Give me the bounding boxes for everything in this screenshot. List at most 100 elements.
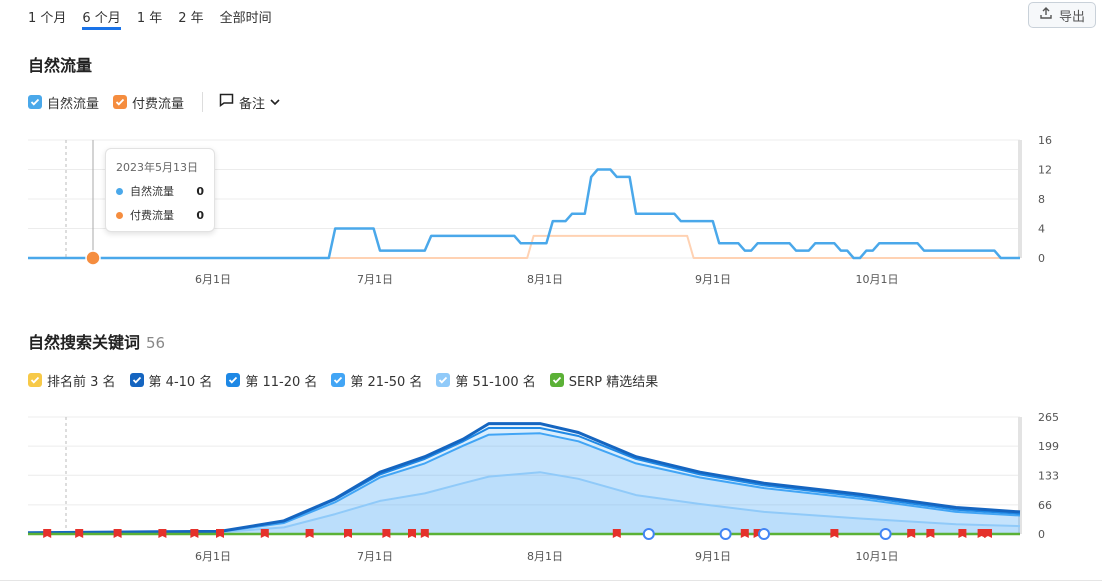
checkbox-icon[interactable]	[226, 373, 241, 387]
legend-4-10[interactable]: 第 4-10 名	[129, 371, 212, 390]
y-tick-label: 8	[1038, 193, 1045, 206]
flag-icon	[190, 529, 199, 538]
checkbox-icon[interactable]	[28, 95, 42, 109]
paid-traffic-line	[28, 234, 1020, 259]
keywords-chart: 0 66 133 199 265 6月1日 7月1日 8月1日 9月1日 10月1日	[27, 411, 1059, 563]
y-tick-label: 16	[1038, 134, 1052, 147]
flag-icon	[612, 529, 621, 538]
notes-dropdown[interactable]: 备注	[219, 93, 280, 112]
tooltip-row-organic: 自然流量 0	[116, 183, 204, 199]
scroll-edge	[1018, 140, 1022, 258]
comment-icon	[219, 93, 234, 111]
y-tick-label: 12	[1038, 164, 1052, 177]
x-tick-label: 7月1日	[357, 550, 393, 563]
x-tick-label: 9月1日	[695, 273, 731, 286]
flag-icon	[216, 529, 224, 538]
keywords-title-text: 自然搜索关键词	[28, 333, 141, 352]
google-icon	[758, 528, 770, 540]
keywords-count: 56	[146, 334, 166, 352]
keywords-legend: 排名前 3 名 第 4-10 名 第 11-20 名 第 21-50 名 第 5…	[28, 370, 672, 390]
divider	[202, 92, 204, 112]
rank-21-50-series-line	[27, 432, 1021, 535]
export-button[interactable]: 导出	[1028, 2, 1096, 28]
y-tick-label: 66	[1038, 499, 1052, 512]
rank-4-10-series-line	[27, 422, 1021, 535]
flag-icon	[43, 529, 52, 538]
checkbox-icon[interactable]	[549, 373, 564, 387]
legend-21-50[interactable]: 第 21-50 名	[331, 371, 422, 390]
rank-21-50-series-area	[28, 433, 1020, 534]
flag-icon	[420, 529, 429, 538]
flag-icon	[305, 529, 314, 538]
tab-1-month[interactable]: 1 个月	[28, 11, 67, 26]
tooltip-paid-value: 0	[196, 208, 204, 222]
legend-organic[interactable]: 自然流量	[28, 93, 99, 112]
google-icon	[719, 528, 732, 540]
tab-2-years[interactable]: 2 年	[178, 11, 204, 26]
x-tick-label: 8月1日	[527, 273, 563, 286]
legend-serp[interactable]: SERP 精选结果	[549, 371, 659, 390]
x-tick-label: 10月1日	[856, 550, 899, 563]
flag-icon	[113, 529, 122, 538]
y-tick-label: 0	[1038, 252, 1045, 265]
x-tick-label: 10月1日	[856, 273, 899, 286]
scroll-edge	[1018, 417, 1022, 534]
traffic-title: 自然流量	[28, 56, 93, 75]
rank-4-10-series-area	[28, 423, 1020, 534]
legend-top3[interactable]: 排名前 3 名	[28, 371, 116, 390]
tooltip-organic-label: 自然流量	[130, 185, 174, 198]
traffic-chart: 0 4 8 12 16 6月1日 7月1日 8月1日 9月1日 10月1日	[28, 134, 1052, 286]
y-tick-label: 4	[1038, 223, 1045, 236]
paid-dot	[116, 211, 123, 219]
tab-6-months[interactable]: 6 个月	[82, 4, 121, 30]
legend-paid[interactable]: 付费流量	[113, 93, 184, 112]
hover-point	[85, 250, 101, 266]
tooltip-organic-value: 0	[196, 184, 204, 198]
flag-icon	[344, 529, 352, 538]
rank-11-20-series-area	[28, 428, 1020, 534]
tab-1-year[interactable]: 1 年	[136, 11, 163, 26]
upload-icon	[1039, 6, 1053, 24]
legend-51-100[interactable]: 第 51-100 名	[436, 371, 536, 390]
checkbox-icon[interactable]	[331, 373, 346, 387]
flag-icon	[907, 529, 916, 538]
flag-icon	[408, 529, 416, 538]
checkbox-icon[interactable]	[129, 373, 144, 387]
x-tick-label: 6月1日	[195, 273, 231, 286]
google-icon	[879, 528, 892, 540]
google-icon	[642, 528, 655, 540]
flag-icon	[740, 529, 749, 538]
organic-traffic-line	[28, 168, 1020, 260]
rank-51-100-series-area	[28, 472, 1020, 534]
flag-icon	[830, 529, 839, 538]
chevron-down-icon	[270, 95, 280, 110]
x-tick-label: 8月1日	[527, 550, 563, 563]
y-tick-label: 199	[1038, 440, 1059, 453]
flag-icon	[260, 529, 269, 538]
divider	[0, 580, 1102, 581]
legend-11-20[interactable]: 第 11-20 名	[226, 371, 317, 390]
flag-icon	[977, 529, 986, 538]
chart-tooltip: 2023年5月13日 自然流量 0 付费流量 0	[105, 148, 215, 232]
legend-51-100-label: 第 51-100 名	[455, 374, 536, 390]
flag-icon	[958, 529, 967, 538]
organic-dot	[116, 187, 123, 195]
flag-icon	[382, 529, 391, 538]
flag-icon	[984, 529, 992, 538]
notes-label: 备注	[239, 96, 266, 112]
legend-organic-label: 自然流量	[47, 96, 100, 112]
checkbox-icon[interactable]	[113, 95, 128, 109]
export-label: 导出	[1058, 9, 1085, 25]
checkbox-icon[interactable]	[436, 373, 451, 387]
checkbox-icon[interactable]	[28, 373, 42, 387]
tab-all-time[interactable]: 全部时间	[219, 11, 272, 26]
y-tick-label: 0	[1038, 528, 1045, 541]
traffic-legend: 自然流量 付费流量 备注	[28, 92, 294, 112]
legend-paid-label: 付费流量	[132, 96, 185, 112]
legend-serp-label: SERP 精选结果	[568, 374, 659, 390]
flag-icon	[75, 529, 84, 538]
x-tick-label: 9月1日	[695, 550, 731, 563]
flag-icon	[926, 529, 935, 538]
y-tick-label: 133	[1038, 469, 1059, 482]
tooltip-row-paid: 付费流量 0	[116, 207, 204, 223]
